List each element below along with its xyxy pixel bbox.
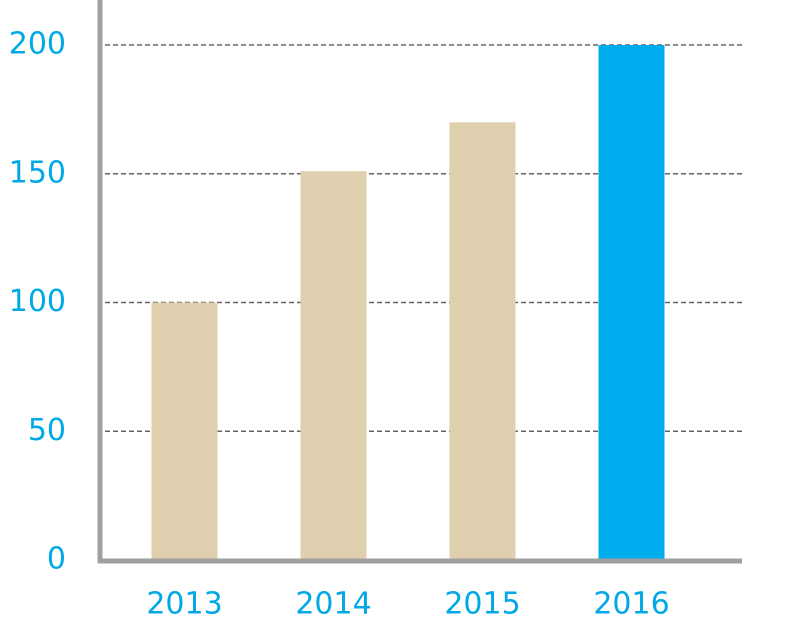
x-tick-label: 2014 bbox=[295, 587, 371, 622]
bar bbox=[151, 302, 218, 560]
x-tick-label: 2013 bbox=[146, 587, 222, 622]
x-tick-label: 2016 bbox=[593, 587, 669, 622]
y-tick-label: 50 bbox=[28, 413, 66, 448]
bar bbox=[598, 45, 665, 560]
y-tick-label: 150 bbox=[9, 155, 66, 190]
y-tick-label: 0 bbox=[47, 542, 66, 577]
y-tick-label: 100 bbox=[9, 284, 66, 319]
bar bbox=[300, 171, 367, 560]
y-tick-label: 200 bbox=[9, 27, 66, 62]
bar bbox=[449, 122, 516, 560]
x-tick-label: 2015 bbox=[444, 587, 520, 622]
